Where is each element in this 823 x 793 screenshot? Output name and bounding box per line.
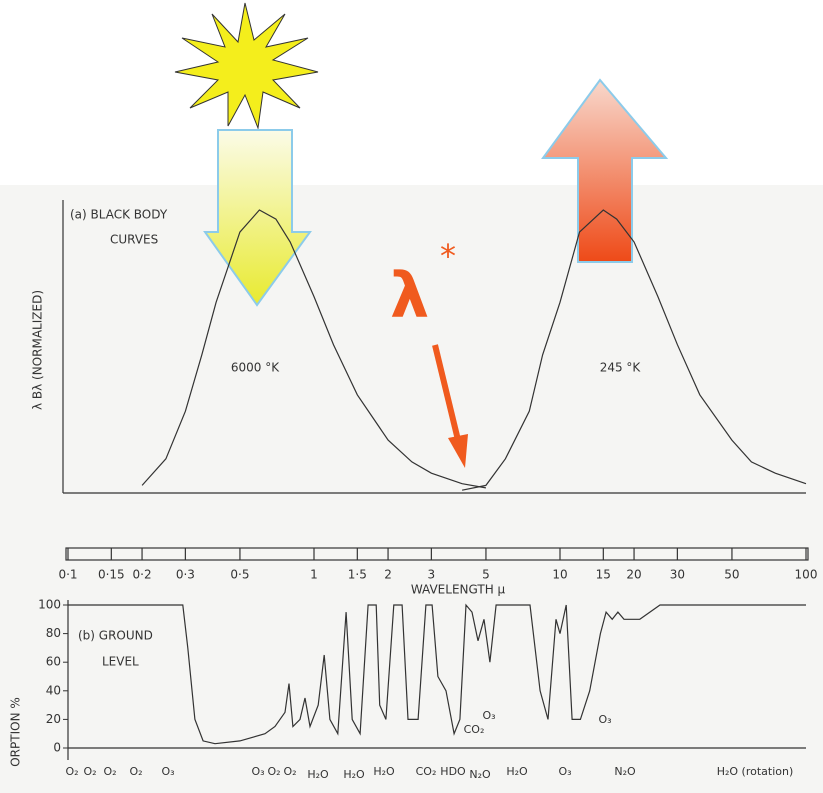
lambda-symbol: λ (390, 259, 429, 332)
y-tick-label: 60 (46, 655, 61, 669)
molecule-label: O₂ (283, 765, 296, 778)
molecule-label: O₃ (251, 765, 264, 778)
x-tick-label: 1 (310, 568, 318, 582)
x-tick-label: 0·15 (98, 568, 125, 582)
y-tick-label: 20 (46, 712, 61, 726)
molecule-label: O₂ (129, 765, 142, 778)
x-tick-label: 3 (428, 568, 436, 582)
molecule-label: CO₂ (416, 765, 437, 778)
molecule-label: H₂O (307, 768, 329, 781)
y-tick-label: 40 (46, 683, 61, 697)
x-tick-label: 5 (482, 568, 490, 582)
outgoing-radiation-arrow (541, 78, 669, 263)
molecule-label: HDO (440, 765, 466, 778)
data-line (141, 209, 487, 489)
y-tick-label: 100 (38, 598, 61, 612)
panel-subtitle: CURVES (110, 233, 158, 247)
incoming-radiation-arrow (203, 129, 312, 307)
x-tick-label: 2 (384, 568, 392, 582)
lambda-star: * (440, 237, 456, 275)
molecule-label: O₂ (83, 765, 96, 778)
molecule-label: O₃ (161, 765, 174, 778)
molecule-label: H₂O (rotation) (717, 765, 794, 778)
x-tick-label: 10 (552, 568, 567, 582)
pointer-arrow-head (448, 434, 468, 468)
molecule-label: O₃ (558, 765, 571, 778)
molecule-label: H₂O (373, 765, 395, 778)
x-tick-label: 15 (596, 568, 611, 582)
panel-title: (a) BLACK BODY (70, 208, 168, 222)
data-line (461, 209, 807, 491)
molecule-label: O₃ (598, 713, 611, 726)
molecule-label: CO₂ (464, 723, 485, 736)
y-axis-label: λ Bλ (NORMALIZED) (31, 290, 45, 410)
x-tick-label: 0·5 (230, 568, 249, 582)
curve-label: 6000 °K (231, 361, 280, 375)
x-tick-label: 30 (670, 568, 685, 582)
molecule-label: N₂O (614, 765, 636, 778)
y-tick-label: 80 (46, 626, 61, 640)
x-tick-label: 100 (795, 568, 818, 582)
x-tick-label: 50 (724, 568, 739, 582)
molecule-label: O₂ (65, 765, 78, 778)
x-tick-label: 0·3 (176, 568, 195, 582)
panel-title: (b) GROUND (78, 629, 153, 643)
wavelength-scale-bar (65, 547, 809, 561)
data-line (68, 603, 806, 745)
molecule-label: N₂O (469, 768, 491, 781)
x-tick-label: 20 (626, 568, 641, 582)
x-tick-label: 0·1 (58, 568, 77, 582)
curve-label: 245 °K (600, 361, 642, 375)
x-axis-label: WAVELENGTH μ (411, 583, 506, 597)
molecule-label: O₂ (103, 765, 116, 778)
pointer-arrow (432, 344, 461, 441)
x-tick-label: 1·5 (348, 568, 367, 582)
molecule-label: H₂O (343, 768, 365, 781)
y-axis-label: ORPTION % (9, 697, 23, 767)
scan-background (0, 185, 823, 793)
panel-subtitle: LEVEL (102, 655, 139, 669)
molecule-label: O₂ (267, 765, 280, 778)
molecule-label: O₃ (482, 709, 495, 722)
y-tick-label: 0 (53, 741, 61, 755)
molecule-label: H₂O (506, 765, 528, 778)
sun-icon (174, 2, 319, 130)
x-tick-label: 0·2 (133, 568, 152, 582)
